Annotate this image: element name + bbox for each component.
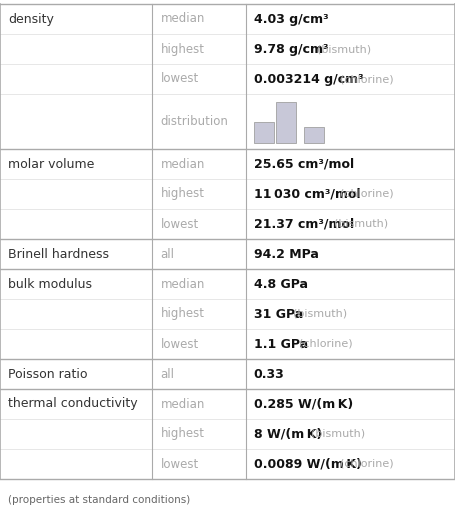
Text: 11 030 cm³/mol: 11 030 cm³/mol	[254, 187, 360, 200]
Text: median: median	[161, 397, 205, 411]
Text: highest: highest	[161, 42, 204, 56]
Text: highest: highest	[161, 307, 204, 321]
Text: thermal conductivity: thermal conductivity	[8, 397, 137, 411]
Text: median: median	[161, 13, 205, 25]
Text: 0.33: 0.33	[254, 368, 284, 380]
Text: 9.78 g/cm³: 9.78 g/cm³	[254, 42, 328, 56]
Text: highest: highest	[161, 427, 204, 441]
Text: (chlorine): (chlorine)	[340, 74, 394, 84]
Text: density: density	[8, 13, 54, 25]
Text: 0.003214 g/cm³: 0.003214 g/cm³	[254, 72, 364, 86]
Text: 0.285 W/(m K): 0.285 W/(m K)	[254, 397, 353, 411]
Text: molar volume: molar volume	[8, 158, 94, 170]
Text: highest: highest	[161, 187, 204, 200]
Text: (bismuth): (bismuth)	[317, 44, 371, 54]
Text: 31 GPa: 31 GPa	[254, 307, 303, 321]
Text: median: median	[161, 278, 205, 290]
Text: (properties at standard conditions): (properties at standard conditions)	[8, 495, 190, 505]
Text: lowest: lowest	[161, 72, 199, 86]
Text: 4.03 g/cm³: 4.03 g/cm³	[254, 13, 329, 25]
Text: (bismuth): (bismuth)	[334, 219, 388, 229]
Text: (chlorine): (chlorine)	[340, 459, 394, 469]
Text: lowest: lowest	[161, 458, 199, 470]
Bar	[254, 122, 274, 143]
Text: bulk modulus: bulk modulus	[8, 278, 92, 290]
Text: 1.1 GPa: 1.1 GPa	[254, 338, 308, 351]
Text: 94.2 MPa: 94.2 MPa	[254, 248, 318, 260]
Text: lowest: lowest	[161, 217, 199, 231]
Text: Poisson ratio: Poisson ratio	[8, 368, 87, 380]
Text: (bismuth): (bismuth)	[293, 309, 348, 319]
Text: lowest: lowest	[161, 338, 199, 351]
Bar	[276, 102, 296, 143]
Text: 4.8 GPa: 4.8 GPa	[254, 278, 308, 290]
Text: Brinell hardness: Brinell hardness	[8, 248, 109, 260]
Text: (chlorine): (chlorine)	[299, 339, 353, 349]
Text: 0.0089 W/(m K): 0.0089 W/(m K)	[254, 458, 362, 470]
Text: (chlorine): (chlorine)	[340, 189, 394, 199]
Text: 25.65 cm³/mol: 25.65 cm³/mol	[254, 158, 354, 170]
Bar	[304, 126, 324, 143]
Text: median: median	[161, 158, 205, 170]
Text: 8 W/(m K): 8 W/(m K)	[254, 427, 322, 441]
Text: (bismuth): (bismuth)	[311, 429, 365, 439]
Text: distribution: distribution	[161, 115, 228, 128]
Text: all: all	[161, 368, 174, 380]
Text: 21.37 cm³/mol: 21.37 cm³/mol	[254, 217, 354, 231]
Text: all: all	[161, 248, 174, 260]
